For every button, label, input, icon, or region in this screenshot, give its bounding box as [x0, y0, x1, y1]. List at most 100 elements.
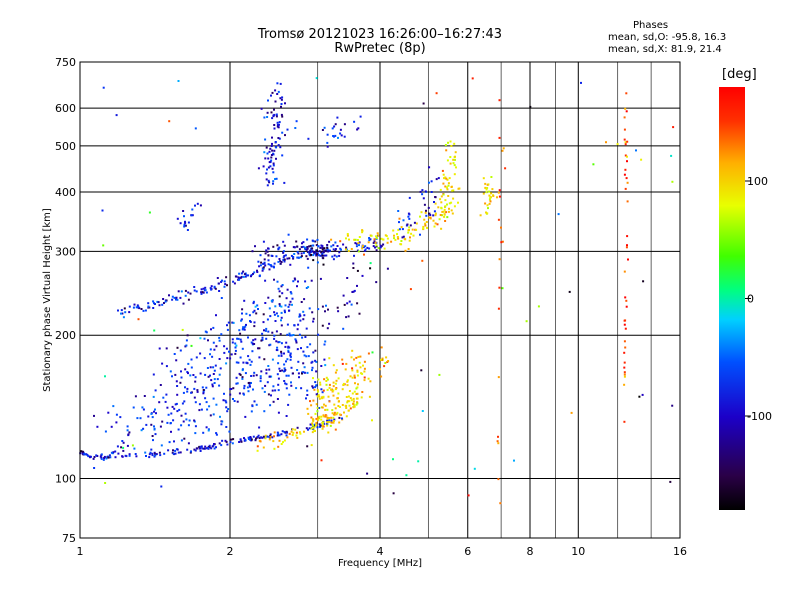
y-tick-label: 300	[55, 245, 76, 258]
data-point	[440, 227, 443, 230]
data-point	[452, 158, 455, 161]
data-point	[298, 313, 301, 316]
data-point	[227, 321, 230, 324]
data-point	[220, 333, 223, 336]
data-point	[233, 400, 236, 402]
data-point	[440, 195, 443, 198]
data-point	[93, 414, 95, 417]
data-point	[332, 258, 335, 261]
data-point	[247, 336, 249, 339]
data-point	[190, 214, 193, 217]
data-point	[177, 451, 180, 454]
data-point	[381, 357, 384, 360]
data-point	[326, 141, 329, 144]
data-point	[213, 382, 216, 384]
data-point	[364, 245, 367, 248]
data-point	[453, 164, 456, 167]
data-point	[450, 209, 453, 212]
data-point	[624, 141, 627, 144]
data-point	[320, 415, 323, 418]
data-point	[423, 203, 426, 206]
data-point	[357, 242, 360, 245]
data-point	[198, 445, 201, 448]
data-point	[240, 318, 243, 321]
data-point	[448, 202, 451, 205]
y-tick-label: 600	[55, 102, 76, 115]
data-point	[244, 275, 247, 278]
data-point	[231, 341, 234, 344]
data-point	[269, 433, 272, 436]
data-point	[318, 415, 321, 418]
data-point	[274, 100, 277, 103]
data-point	[623, 128, 626, 131]
data-point	[328, 322, 331, 325]
data-point	[312, 320, 315, 323]
data-point	[312, 254, 315, 257]
data-point	[152, 373, 155, 376]
data-point	[267, 330, 270, 333]
data-point	[439, 198, 442, 201]
data-point	[196, 389, 199, 392]
data-point	[419, 233, 421, 236]
data-point	[376, 232, 379, 235]
data-point	[537, 305, 540, 308]
data-point	[312, 424, 314, 427]
data-point	[440, 201, 443, 204]
data-point	[232, 398, 234, 400]
data-point	[322, 257, 325, 260]
data-point	[326, 248, 329, 251]
data-point	[246, 362, 249, 365]
data-point	[347, 315, 350, 318]
data-point	[176, 217, 179, 220]
data-point	[303, 314, 306, 317]
data-point	[287, 233, 290, 236]
data-point	[265, 146, 268, 149]
data-point	[305, 397, 307, 400]
data-point	[328, 417, 330, 419]
data-point	[217, 282, 220, 285]
data-point	[315, 393, 318, 396]
data-point	[295, 387, 298, 390]
data-point	[263, 329, 265, 332]
data-point	[190, 450, 192, 453]
data-point	[156, 300, 159, 303]
data-point	[285, 360, 287, 363]
data-point	[312, 259, 315, 262]
data-point	[392, 458, 394, 461]
data-point	[290, 334, 293, 337]
data-point	[177, 428, 180, 431]
data-point	[306, 371, 309, 374]
data-point	[99, 455, 102, 458]
data-point	[240, 276, 243, 279]
data-point	[434, 222, 437, 225]
colorbar-tick-label: 100	[747, 175, 768, 188]
data-point	[283, 369, 286, 372]
data-point	[312, 386, 314, 389]
data-point	[311, 426, 314, 429]
data-point	[352, 400, 355, 403]
data-point	[354, 242, 357, 245]
data-point	[161, 420, 164, 423]
data-point	[332, 381, 335, 384]
data-point	[212, 326, 215, 329]
data-point	[105, 457, 108, 460]
data-point	[321, 247, 324, 249]
data-point	[451, 189, 454, 192]
data-point	[252, 339, 255, 342]
colorbar-gradient	[719, 87, 745, 510]
data-point	[450, 145, 453, 147]
data-point	[357, 127, 360, 130]
data-point	[623, 361, 626, 364]
data-point	[352, 397, 355, 400]
data-point	[354, 382, 356, 385]
data-point	[271, 389, 274, 392]
data-point	[439, 214, 442, 216]
data-point	[263, 262, 266, 265]
data-point	[283, 181, 286, 184]
data-point	[625, 110, 628, 113]
data-point	[212, 413, 215, 416]
data-point	[109, 456, 112, 459]
data-point	[220, 444, 223, 447]
data-point	[334, 248, 337, 250]
data-point	[136, 417, 139, 420]
